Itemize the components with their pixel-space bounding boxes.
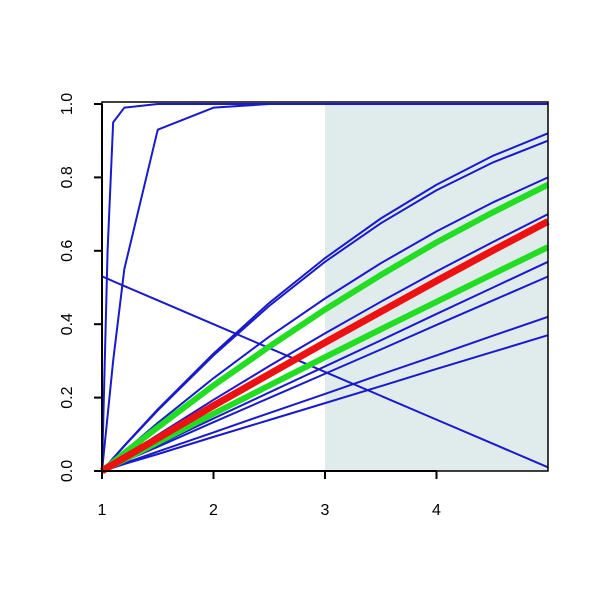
y-tick-label: 0.8 bbox=[59, 166, 76, 188]
x-tick-label: 4 bbox=[432, 502, 441, 519]
y-tick-label: 0.6 bbox=[59, 240, 76, 262]
series-line bbox=[100, 218, 550, 475]
x-tick-label: 3 bbox=[321, 502, 330, 519]
x-tick-label: 2 bbox=[209, 502, 218, 519]
y-tick-label: 0.0 bbox=[59, 460, 76, 482]
y-tick-label: 1.0 bbox=[59, 93, 76, 115]
series-line bbox=[101, 275, 549, 469]
y-tick-label: 0.2 bbox=[59, 386, 76, 408]
series-line bbox=[101, 103, 548, 472]
x-tick-label: 1 bbox=[98, 502, 107, 519]
y-tick-label: 0.4 bbox=[59, 313, 76, 335]
